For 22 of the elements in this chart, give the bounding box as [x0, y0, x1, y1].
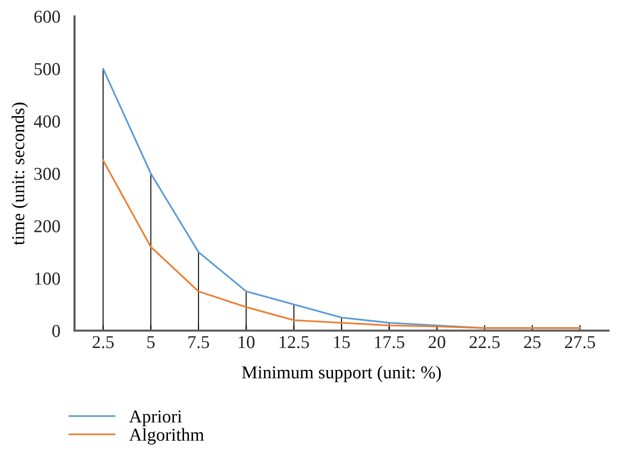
y-tick-label: 0 — [52, 324, 60, 338]
x-tick-label: 22.5 — [470, 336, 500, 348]
x-tick-label: 25 — [524, 336, 541, 348]
legend-label: Algorithm — [129, 428, 204, 445]
x-tick-label: 12.5 — [280, 336, 309, 348]
x-tick-label: 17.5 — [375, 336, 404, 348]
x-tick-label: 15 — [334, 336, 350, 348]
x-tick-label: 7.5 — [188, 336, 210, 348]
y-tick-label: 300 — [34, 168, 60, 180]
x-tick-label: 27.5 — [564, 336, 596, 348]
y-tick-label: 200 — [34, 220, 60, 232]
legend-label: Apriori — [129, 410, 182, 426]
x-axis-title: Minimum support (unit: %) — [242, 366, 441, 382]
x-tick-label: 20 — [428, 336, 446, 348]
x-tick-label: 5 — [147, 336, 155, 348]
y-tick-label: 600 — [34, 10, 60, 23]
y-tick-label: 100 — [35, 272, 60, 285]
y-tick-label: 500 — [34, 63, 60, 76]
x-tick-label: 10 — [238, 336, 255, 348]
y-tick-label: 400 — [34, 115, 60, 128]
x-tick-label: 2.5 — [92, 336, 114, 348]
y-axis-title: time (unit: seconds) — [12, 102, 28, 246]
